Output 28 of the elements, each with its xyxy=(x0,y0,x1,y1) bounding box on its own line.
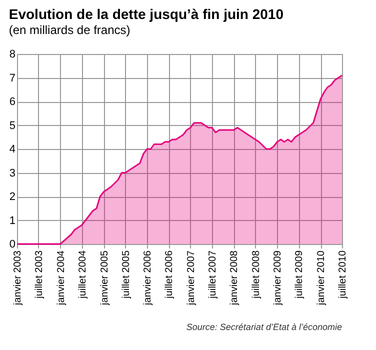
y-tick-label: 4 xyxy=(9,144,16,156)
y-tick-label: 7 xyxy=(9,72,16,84)
x-tick-label: juillet 2009 xyxy=(294,250,306,300)
chart-title: Evolution de la dette jusqu’à fin juin 2010 xyxy=(8,6,284,22)
chart-subtitle: (en milliards de francs) xyxy=(8,23,130,37)
y-tick-label: 2 xyxy=(9,191,16,203)
x-tick-label: juillet 2005 xyxy=(120,250,132,300)
x-tick-label: janvier 2005 xyxy=(99,250,110,306)
x-tick-label: janvier 2003 xyxy=(12,250,24,306)
source-note: Source: Secrétariat d’Etat à l’économie xyxy=(186,322,342,332)
x-tick-label: juillet 2003 xyxy=(34,250,45,300)
x-tick-label: juillet 2006 xyxy=(164,250,176,300)
x-tick-label: juillet 2008 xyxy=(250,250,262,300)
x-tick-label: janvier 2008 xyxy=(229,250,240,306)
x-tick-label: janvier 2007 xyxy=(186,250,197,306)
y-tick-label: 5 xyxy=(9,120,16,132)
x-tick-label: juillet 2007 xyxy=(207,250,218,300)
x-tick-label: juillet 2010 xyxy=(338,250,348,300)
y-tick-label: 3 xyxy=(9,167,16,180)
x-tick-label: janvier 2006 xyxy=(142,250,154,306)
x-tick-label: janvier 2009 xyxy=(272,250,284,306)
x-tick-label: janvier 2010 xyxy=(316,250,328,306)
y-tick-label: 8 xyxy=(9,48,16,60)
y-tick-label: 1 xyxy=(9,214,16,227)
y-tick-label: 0 xyxy=(9,238,16,250)
y-tick-label: 6 xyxy=(9,96,16,108)
x-tick-label: janvier 2004 xyxy=(56,250,67,306)
x-tick-label: juillet 2004 xyxy=(77,250,88,300)
